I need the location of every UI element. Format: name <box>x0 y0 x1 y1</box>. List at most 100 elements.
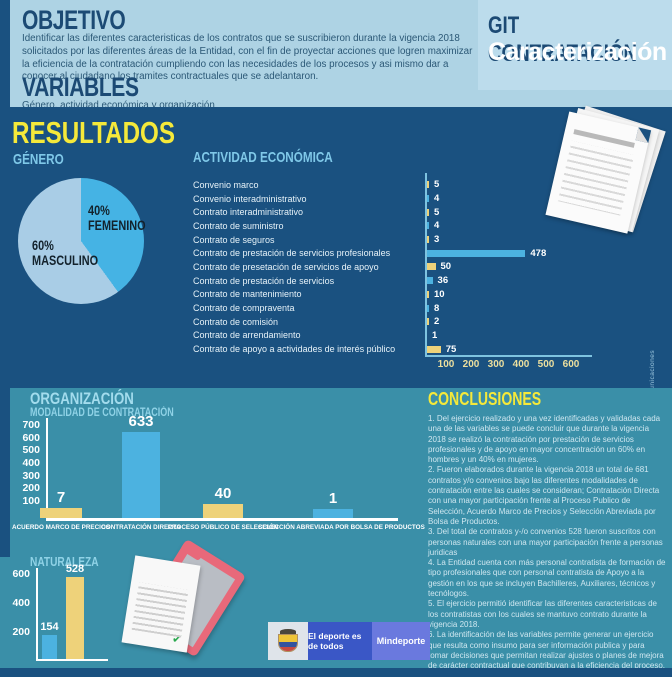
mindeporte-label: Mindeporte <box>376 636 426 646</box>
actividad-value: 3 <box>434 234 440 246</box>
naturaleza-y-tick: 400 <box>12 597 30 609</box>
objetivo-heading: OBJETIVO <box>22 5 126 35</box>
actividad-row: Contrato de prestación de servicios 36 <box>193 274 653 288</box>
actividad-label: Contrato de suministro <box>193 220 284 231</box>
header-title-box: GIT CONTRATACIÓN Caracterización <box>478 0 672 90</box>
actividad-x-tick: 500 <box>537 359 555 370</box>
modalidad-value: 633 <box>128 413 154 431</box>
checked-paper-icon: ✓ <box>121 555 201 653</box>
actividad-x-tick: 600 <box>562 359 580 370</box>
actividad-row: Contrato de compraventa 8 <box>193 301 653 315</box>
actividad-bar-rows: Convenio marco 5 Convenio interadministrat… <box>193 178 653 356</box>
conclusion-item: 3. Del total de contratos y-/o convenios… <box>428 527 663 557</box>
naturaleza-bar <box>66 577 84 659</box>
actividad-row: Contrato de apoyo a actividades de inter… <box>193 342 653 356</box>
actividad-value: 8 <box>434 302 440 314</box>
actividad-bar <box>425 195 429 203</box>
conclusion-item: 2. Fueron elaborados durante la vigencia… <box>428 465 660 526</box>
actividad-value: 478 <box>530 247 547 259</box>
modalidad-category-label: ACUERDO MARCO DE PRECIOS <box>12 524 110 531</box>
organizacion-heading: ORGANIZACIÓN <box>30 389 134 408</box>
actividad-x-tick: 200 <box>462 359 480 370</box>
gender-pie-chart <box>18 178 144 304</box>
actividad-row: Contrato de seguros 3 <box>193 233 653 247</box>
modalidad-y-tick: 500 <box>22 444 40 457</box>
pie-label-masculino: 60% MASCULINO <box>32 237 99 268</box>
actividad-row: Convenio interadministrativo 4 <box>193 192 653 206</box>
actividad-value: 10 <box>434 288 445 300</box>
actividad-x-tick: 100 <box>437 359 455 370</box>
actividad-y-axis <box>425 173 427 356</box>
pie-label-femenino: 40% FEMENINO <box>88 202 146 233</box>
conclusiones-list: 1. Del ejercicio realizado y una vez ide… <box>428 414 666 671</box>
modalidad-y-tick: 100 <box>22 495 40 507</box>
shield-icon <box>278 634 298 652</box>
actividad-bar <box>425 263 436 271</box>
condor-icon <box>280 629 296 634</box>
conclusion-item: 4. La Entidad cuenta con más personal co… <box>428 558 666 599</box>
actividad-value: 2 <box>434 316 440 328</box>
actividad-row: Contrato de mantenimiento 10 <box>193 288 653 302</box>
actividad-bar <box>425 222 429 230</box>
actividad-value: 5 <box>434 206 440 218</box>
naturaleza-bar <box>42 635 57 659</box>
modalidad-y-tick: 300 <box>22 469 40 482</box>
actividad-bar <box>425 345 441 353</box>
bottom-section: ORGANIZACIÓN MODALIDAD DE CONTRATACIÓN 7… <box>0 388 672 671</box>
conclusion-item: 1. Del ejercicio realizado y una vez ide… <box>428 414 661 465</box>
actividad-chart-title: ACTIVIDAD ECONÓMICA <box>193 149 333 166</box>
resultados-section: RESULTADOS GÉNERO 40% FEMENINO 60% MASCU… <box>0 105 672 445</box>
actividad-bar <box>425 318 429 326</box>
conclusion-item: 6. La identificación de las variables pe… <box>428 630 666 671</box>
actividad-label: Contrato de comisión <box>193 316 279 327</box>
actividad-x-tick: 300 <box>487 359 505 370</box>
modalidad-chart-title: MODALIDAD DE CONTRATACIÓN <box>30 407 174 419</box>
actividad-bar <box>425 277 433 285</box>
actividad-row: Contrato de presetación de servicios de … <box>193 260 653 274</box>
actividad-label: Contrato de mantenimiento <box>193 289 302 300</box>
resultados-heading: RESULTADOS <box>12 115 175 150</box>
actividad-value: 5 <box>434 179 440 191</box>
modalidad-category-label: CONTRATACIÓN DIRECTA <box>101 524 181 531</box>
actividad-label: Contrato de apoyo a actividades de inter… <box>193 344 396 355</box>
actividad-value: 4 <box>434 220 440 232</box>
clipboard-illustration: ✓ <box>118 538 248 664</box>
modalidad-x-axis <box>46 518 398 521</box>
actividad-label: Contrato de prestación de servicios <box>193 275 335 286</box>
actividad-row: Contrato interadministrativo 5 <box>193 205 653 219</box>
top-panel: GIT CONTRATACIÓN Caracterización OBJETIV… <box>10 0 672 111</box>
actividad-label: Contrato interadministrativo <box>193 207 304 218</box>
variables-heading: VARIABLES <box>22 72 139 102</box>
actividad-value: 36 <box>437 275 449 287</box>
objetivo-body: Identificar las diferentes caracteristic… <box>22 33 473 83</box>
naturaleza-x-axis <box>36 659 108 661</box>
actividad-row: Contrato de prestación de servicios prof… <box>193 246 653 260</box>
left-edge-strip <box>0 388 10 557</box>
actividad-bar <box>425 181 429 189</box>
conclusiones-heading: CONCLUSIONES <box>428 389 542 409</box>
naturaleza-y-axis <box>36 568 38 661</box>
actividad-label: Convenio interadministrativo <box>193 193 307 204</box>
actividad-label: Contrato de compraventa <box>193 303 295 314</box>
modalidad-value: 1 <box>328 490 338 507</box>
naturaleza-value: 154 <box>40 621 59 633</box>
actividad-value: 75 <box>445 343 457 355</box>
actividad-x-tick: 400 <box>512 359 530 370</box>
actividad-bar <box>425 249 526 257</box>
actividad-bar <box>425 304 429 312</box>
actividad-bar <box>425 208 429 216</box>
actividad-x-axis <box>425 355 592 357</box>
actividad-value: 1 <box>432 329 438 341</box>
naturaleza-chart-title: NATURALEZA <box>30 554 99 569</box>
mindeporte-logo: Mindeporte <box>372 622 430 660</box>
modalidad-value: 40 <box>214 485 232 502</box>
modalidad-y-tick: 600 <box>22 431 40 444</box>
naturaleza-y-tick: 600 <box>12 568 30 580</box>
actividad-value: 50 <box>440 261 452 273</box>
modalidad-y-tick: 700 <box>22 419 40 431</box>
modalidad-category-label: SELECCIÓN ABREVIADA POR BOLSA DE PRODUCT… <box>258 524 425 531</box>
actividad-label: Contrato de presetación de servicios de … <box>193 261 379 272</box>
page-subtitle: Caracterización <box>488 38 667 66</box>
footer-logos: El deporte es de todos Mindeporte <box>268 622 430 660</box>
